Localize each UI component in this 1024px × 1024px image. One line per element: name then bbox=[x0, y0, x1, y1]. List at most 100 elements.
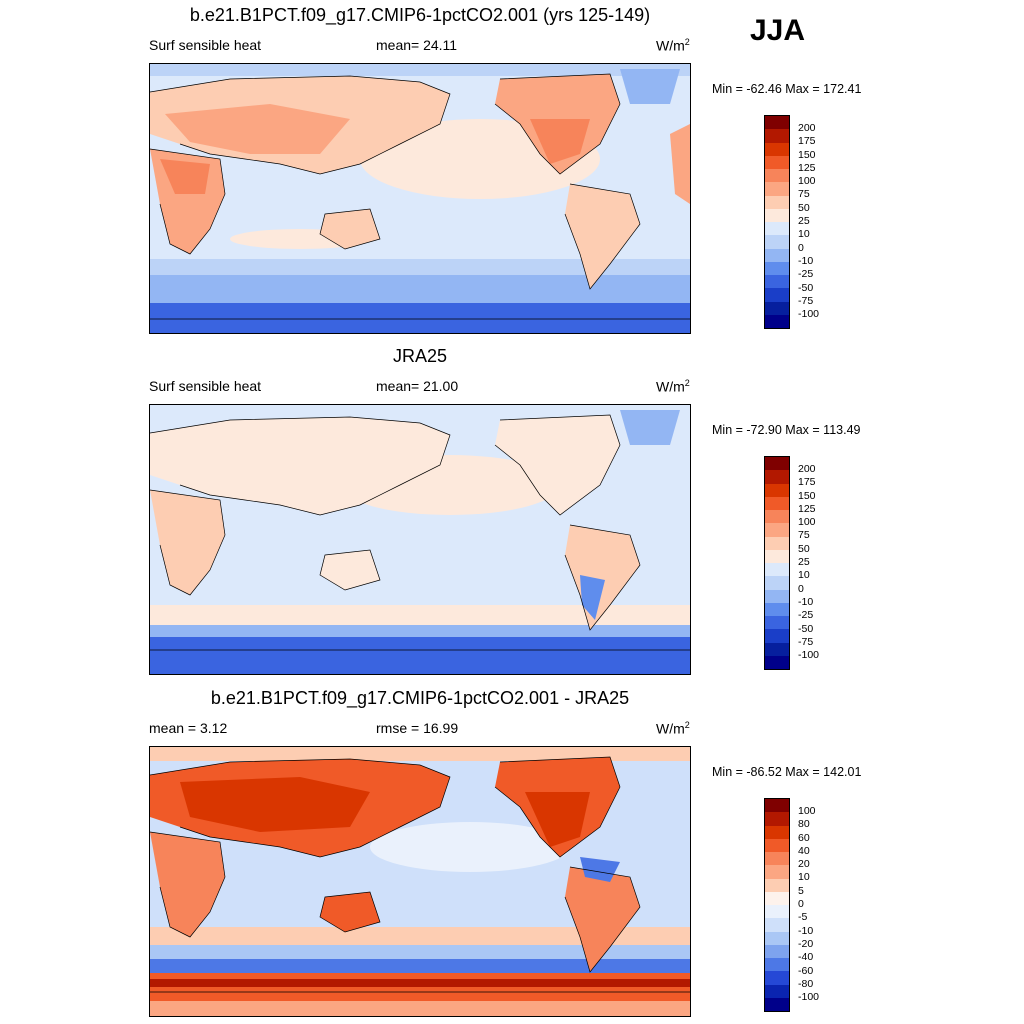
colorbar-swatch bbox=[765, 195, 789, 209]
colorbar-tick-label: 100 bbox=[798, 805, 816, 817]
colorbar-tick-label: 50 bbox=[798, 201, 810, 214]
colorbar-swatch bbox=[765, 576, 789, 590]
colorbar-tick-label: -10 bbox=[798, 254, 814, 267]
colorbar-swatch bbox=[765, 616, 789, 630]
colorbar-swatch bbox=[765, 510, 789, 524]
colorbar-swatch bbox=[765, 182, 789, 196]
panel1-colorbar-labels: 200 175 150 125 100 75 50 25 10 0 -10 -25 -50 -75 -100 bbox=[798, 122, 819, 321]
colorbar-swatch bbox=[765, 905, 789, 919]
panel3-colorbar-labels: 100 80 60 40 20 10 5 0 -5 -10 -20 -40 -60 -80 -100 bbox=[798, 805, 819, 1004]
colorbar-swatch bbox=[765, 129, 789, 143]
colorbar-tick-label: 50 bbox=[798, 542, 810, 555]
colorbar-tick-label: -10 bbox=[798, 595, 814, 608]
panel2-variable-label: Surf sensible heat bbox=[149, 378, 262, 394]
colorbar-swatch bbox=[765, 496, 789, 510]
colorbar-swatch bbox=[765, 642, 789, 656]
colorbar-swatch bbox=[765, 523, 789, 537]
colorbar-tick-label: -100 bbox=[798, 991, 820, 1004]
colorbar-swatch bbox=[765, 602, 789, 616]
panel2-minmax: Min = -72.90 Max = 113.49 bbox=[712, 423, 861, 437]
colorbar-tick-label: -5 bbox=[798, 911, 808, 924]
panel3-units: W/m2 bbox=[656, 720, 690, 737]
colorbar-tick-label: 125 bbox=[798, 161, 816, 174]
panel2-mean-label: mean= 21.00 bbox=[376, 378, 459, 394]
colorbar-tick-label: 10 bbox=[798, 228, 810, 241]
colorbar-tick-label: 125 bbox=[798, 502, 816, 515]
panel1-mean-label: mean= 24.11 bbox=[376, 37, 458, 53]
colorbar-swatch bbox=[765, 208, 789, 222]
colorbar-tick-label: -100 bbox=[798, 308, 820, 321]
colorbar-tick-label: -75 bbox=[798, 294, 814, 307]
colorbar-swatch bbox=[765, 483, 789, 497]
panel1-variable-label: Surf sensible heat bbox=[149, 37, 262, 53]
colorbar-tick-label: -75 bbox=[798, 635, 814, 648]
colorbar-tick-label: 40 bbox=[798, 844, 810, 857]
colorbar-tick-label: -40 bbox=[798, 951, 814, 964]
colorbar-tick-label: -60 bbox=[798, 964, 814, 977]
colorbar-swatch bbox=[765, 275, 789, 289]
colorbar-swatch bbox=[765, 155, 789, 169]
colorbar-swatch bbox=[765, 142, 789, 156]
colorbar-swatch bbox=[765, 589, 789, 603]
colorbar-tick-label: 20 bbox=[798, 858, 810, 871]
colorbar-swatch bbox=[765, 997, 789, 1011]
colorbar-swatch bbox=[765, 655, 789, 669]
colorbar-swatch bbox=[765, 891, 789, 905]
colorbar-swatch bbox=[765, 457, 789, 471]
colorbar-tick-label: -25 bbox=[798, 268, 814, 281]
colorbar-swatch bbox=[765, 536, 789, 550]
colorbar-swatch bbox=[765, 958, 789, 972]
colorbar-swatch bbox=[765, 222, 789, 236]
colorbar-swatch bbox=[765, 852, 789, 866]
colorbar-swatch bbox=[765, 825, 789, 839]
colorbar-tick-label: 100 bbox=[798, 175, 816, 188]
season-label: JJA bbox=[750, 14, 806, 47]
colorbar-tick-label: -100 bbox=[798, 649, 820, 662]
panel2-colorbar-labels: 200 175 150 125 100 75 50 25 10 0 -10 -25 -50 -75 -100 bbox=[798, 463, 819, 662]
colorbar-tick-label: 200 bbox=[798, 122, 816, 134]
colorbar-swatch bbox=[765, 944, 789, 958]
colorbar-tick-label: -50 bbox=[798, 622, 814, 635]
panel1-map bbox=[149, 63, 691, 334]
panel2-title: JRA25 bbox=[392, 346, 448, 366]
colorbar-tick-label: 175 bbox=[798, 476, 816, 489]
colorbar-swatch bbox=[765, 799, 789, 813]
colorbar-swatch bbox=[765, 931, 789, 945]
panel2-units: W/m2 bbox=[656, 378, 690, 395]
panel3-minmax: Min = -86.52 Max = 142.01 bbox=[712, 765, 862, 779]
colorbar-tick-label: -25 bbox=[798, 609, 814, 622]
colorbar-tick-label: 0 bbox=[798, 582, 804, 595]
colorbar-swatch bbox=[765, 878, 789, 892]
colorbar-tick-label: -50 bbox=[798, 281, 814, 294]
colorbar-tick-label: 10 bbox=[798, 569, 810, 582]
colorbar-tick-label: 80 bbox=[798, 818, 810, 831]
panel3-map bbox=[149, 746, 691, 1017]
colorbar-tick-label: 75 bbox=[798, 188, 810, 201]
colorbar-tick-label: -80 bbox=[798, 977, 814, 990]
colorbar-swatch bbox=[765, 563, 789, 577]
colorbar-tick-label: 0 bbox=[798, 241, 804, 254]
colorbar-swatch bbox=[765, 248, 789, 262]
panel3-mean-label: mean = 3.12 bbox=[149, 720, 228, 736]
colorbar-swatch bbox=[765, 918, 789, 932]
colorbar-swatch bbox=[765, 288, 789, 302]
colorbar-tick-label: 60 bbox=[798, 831, 810, 844]
panel3-rmse-label: rmse = 16.99 bbox=[376, 720, 459, 736]
colorbar-swatch bbox=[765, 838, 789, 852]
colorbar-swatch bbox=[765, 261, 789, 275]
colorbar-swatch bbox=[765, 169, 789, 183]
colorbar-swatch bbox=[765, 812, 789, 826]
colorbar-tick-label: 150 bbox=[798, 148, 816, 161]
colorbar-swatch bbox=[765, 470, 789, 484]
panel1-minmax: Min = -62.46 Max = 172.41 bbox=[712, 82, 862, 96]
colorbar-tick-label: 100 bbox=[798, 516, 816, 529]
colorbar-tick-label: 75 bbox=[798, 529, 810, 542]
colorbar-tick-label: -10 bbox=[798, 924, 814, 937]
colorbar-swatch bbox=[765, 116, 789, 130]
colorbar-swatch bbox=[765, 314, 789, 328]
panel1-units: W/m2 bbox=[656, 37, 690, 54]
panel3-colorbar bbox=[764, 798, 790, 1012]
panel3-title: b.e21.B1PCT.f09_g17.CMIP6-1pctCO2.001 - … bbox=[210, 688, 630, 708]
colorbar-tick-label: -20 bbox=[798, 937, 814, 950]
colorbar-tick-label: 0 bbox=[798, 898, 804, 911]
